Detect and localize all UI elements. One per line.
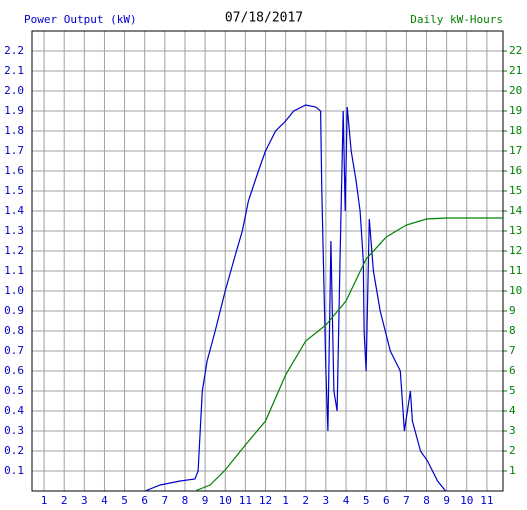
y2-tick-label: 1	[509, 464, 516, 477]
x-tick-label: 8	[182, 494, 189, 507]
y2-tick-label: 13	[509, 224, 522, 237]
x-tick-label: 1	[41, 494, 48, 507]
y-tick-label: 0.2	[4, 444, 24, 457]
chart-title: 07/18/2017	[225, 11, 303, 26]
x-tick-label: 4	[101, 494, 108, 507]
y-tick-label: 0.7	[4, 344, 24, 357]
y-tick-label: 0.3	[4, 424, 24, 437]
data-line	[144, 104, 447, 492]
y2-tick-label: 19	[509, 104, 522, 117]
x-tick-label: 4	[343, 494, 350, 507]
y-tick-label: 0.6	[4, 364, 24, 377]
data-line	[194, 217, 503, 492]
y-tick-label: 1.5	[4, 184, 24, 197]
x-tick-label: 6	[383, 494, 390, 507]
y2-tick-label: 20	[509, 84, 522, 97]
x-tick-label: 7	[403, 494, 410, 507]
plot-frame	[31, 30, 504, 492]
y2-tick-label: 8	[509, 324, 516, 337]
y-tick-label: 1.6	[4, 164, 24, 177]
y-tick-label: 2.1	[4, 64, 24, 77]
y-tick-label: 0.9	[4, 304, 24, 317]
y2-axis-title: Daily kW-Hours	[410, 13, 503, 26]
y-tick-label: 2.2	[4, 44, 24, 57]
x-tick-label: 9	[202, 494, 209, 507]
x-tick-label: 3	[81, 494, 88, 507]
x-tick-label: 11	[239, 494, 252, 507]
x-tick-label: 3	[323, 494, 330, 507]
x-tick-label: 11	[480, 494, 493, 507]
x-tick-label: 9	[443, 494, 450, 507]
y2-tick-label: 16	[509, 164, 522, 177]
x-tick-label: 2	[61, 494, 68, 507]
y2-tick-label: 10	[509, 284, 522, 297]
x-tick-label: 10	[460, 494, 473, 507]
x-tick-label: 1	[282, 494, 289, 507]
y2-tick-label: 15	[509, 184, 522, 197]
y-axis-title: Power Output (kW)	[24, 13, 137, 26]
x-tick-label: 7	[162, 494, 169, 507]
y2-tick-label: 7	[509, 344, 516, 357]
y2-tick-label: 3	[509, 424, 516, 437]
y2-tick-label: 14	[509, 204, 523, 217]
x-tick-label: 6	[141, 494, 148, 507]
y2-tick-label: 12	[509, 244, 522, 257]
x-tick-label: 8	[423, 494, 430, 507]
y2-tick-label: 2	[509, 444, 516, 457]
x-tick-label: 5	[121, 494, 128, 507]
y-tick-label: 1.3	[4, 224, 24, 237]
x-tick-label: 10	[219, 494, 232, 507]
y-tick-label: 1.4	[4, 204, 24, 217]
x-tick-label: 5	[363, 494, 370, 507]
y2-tick-label: 9	[509, 304, 516, 317]
y2-tick-label: 22	[509, 44, 522, 57]
y-tick-label: 1.0	[4, 284, 24, 297]
y2-tick-label: 11	[509, 264, 522, 277]
y-tick-label: 1.2	[4, 244, 24, 257]
y2-tick-label: 4	[509, 404, 516, 417]
y2-tick-label: 21	[509, 64, 522, 77]
x-tick-label: 2	[302, 494, 309, 507]
y2-tick-label: 17	[509, 144, 522, 157]
y2-tick-label: 5	[509, 384, 516, 397]
y-tick-label: 0.5	[4, 384, 24, 397]
y-tick-label: 1.7	[4, 144, 24, 157]
y-tick-label: 2.0	[4, 84, 24, 97]
y-tick-label: 0.8	[4, 324, 24, 337]
y-tick-label: 1.9	[4, 104, 24, 117]
y2-tick-label: 18	[509, 124, 522, 137]
y-tick-label: 1.1	[4, 264, 24, 277]
x-tick-label: 12	[259, 494, 272, 507]
y2-tick-label: 6	[509, 364, 516, 377]
y-tick-label: 0.4	[4, 404, 24, 417]
y-tick-label: 0.1	[4, 464, 24, 477]
y-tick-label: 1.8	[4, 124, 24, 137]
